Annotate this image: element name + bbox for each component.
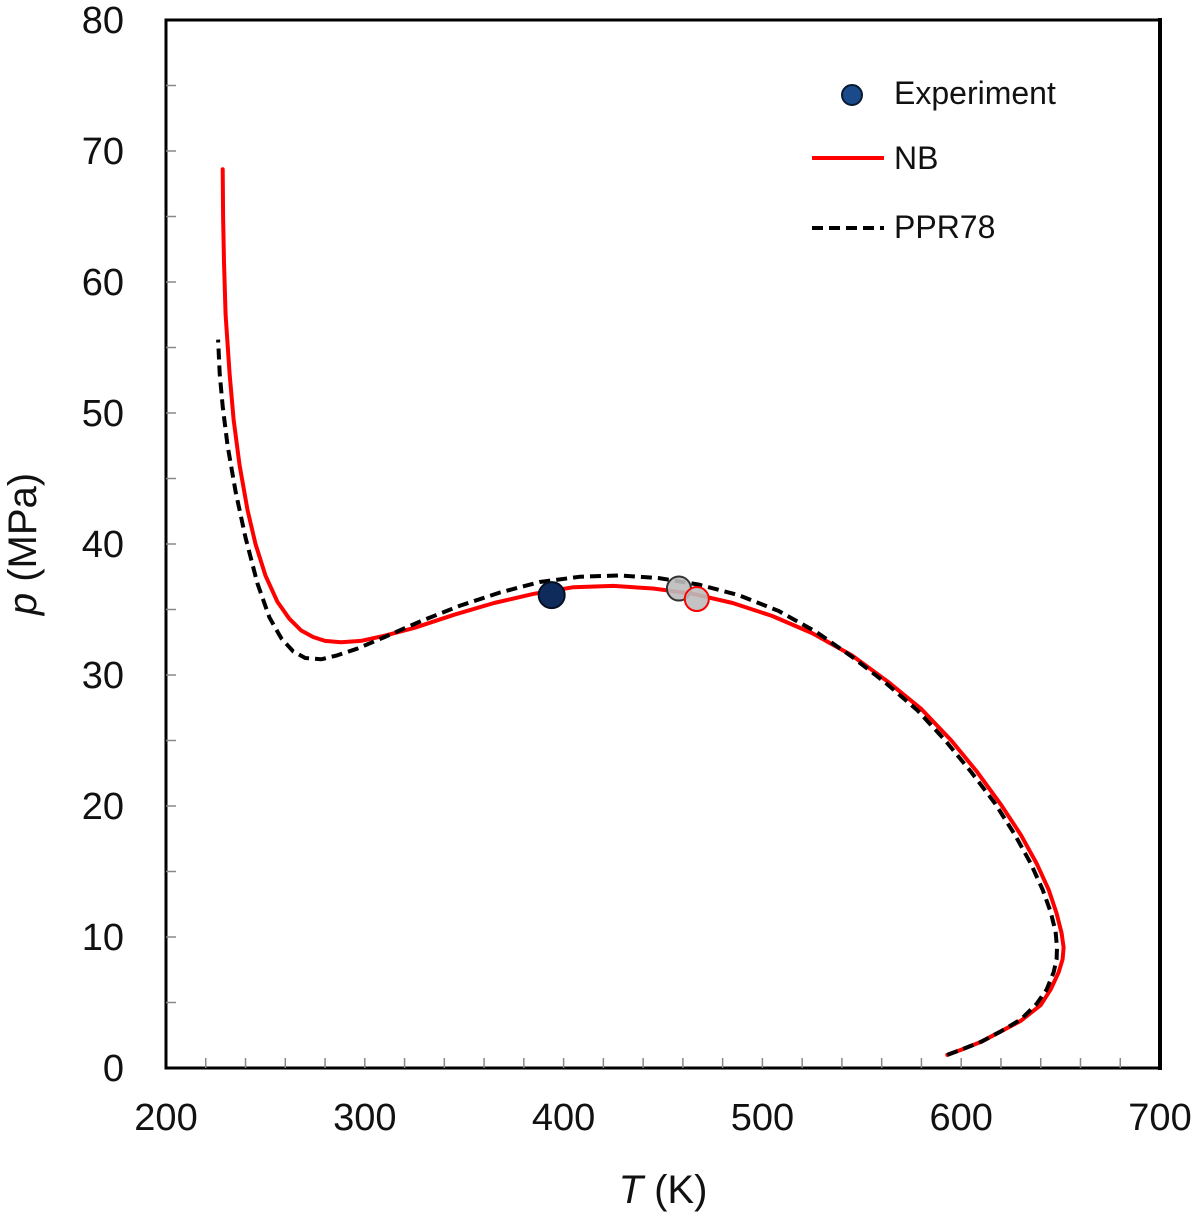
ppr78-series-line bbox=[216, 339, 1059, 1057]
y-tick-label: 10 bbox=[82, 917, 124, 959]
y-tick-label: 20 bbox=[82, 786, 124, 828]
y-tick-label: 40 bbox=[82, 524, 124, 566]
y-tick-label: 60 bbox=[82, 262, 124, 304]
y-tick-label: 80 bbox=[82, 0, 124, 42]
legend: Experiment NB PPR78 bbox=[812, 75, 1056, 245]
minor-ticks bbox=[166, 84, 1121, 1068]
markers-layer bbox=[537, 575, 710, 613]
x-tick-label: 700 bbox=[1128, 1097, 1191, 1139]
x-tick-label: 200 bbox=[134, 1097, 197, 1139]
legend-label-nb: NB bbox=[894, 140, 938, 176]
legend-label-ppr78: PPR78 bbox=[894, 209, 995, 245]
y-tick-label: 30 bbox=[82, 655, 124, 697]
legend-experiment-marker bbox=[841, 84, 863, 106]
plot-area-frame bbox=[164, 18, 1162, 1070]
y-axis-tick-labels: 0 10 20 30 40 50 60 70 80 bbox=[82, 0, 124, 1090]
nb-critical-point bbox=[683, 586, 710, 613]
y-tick-label: 0 bbox=[103, 1048, 124, 1090]
x-axis-title: T (K) bbox=[619, 1168, 708, 1212]
x-tick-label: 400 bbox=[532, 1097, 595, 1139]
x-axis-tick-labels: 200 300 400 500 600 700 bbox=[134, 1097, 1191, 1139]
y-tick-label: 70 bbox=[82, 131, 124, 173]
x-tick-label: 600 bbox=[929, 1097, 992, 1139]
experiment-point bbox=[537, 581, 566, 610]
x-tick-label: 300 bbox=[333, 1097, 396, 1139]
x-tick-label: 500 bbox=[731, 1097, 794, 1139]
legend-label-experiment: Experiment bbox=[894, 75, 1056, 111]
y-axis-title: p (MPa) bbox=[1, 473, 45, 616]
y-tick-label: 50 bbox=[82, 393, 124, 435]
